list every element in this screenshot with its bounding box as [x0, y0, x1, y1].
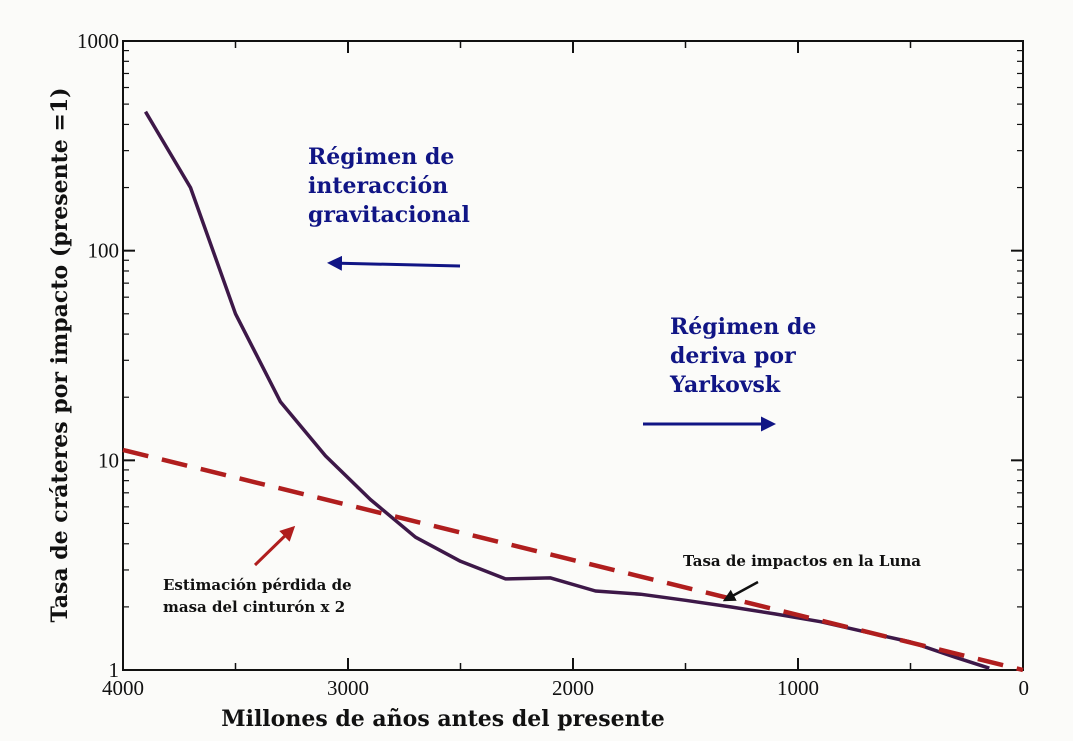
- x-tick-label: 3000: [327, 676, 369, 700]
- annotation-lunar-rate: Tasa de impactos en la Luna: [683, 552, 921, 602]
- regime-yarkovsky-line-1: Régimen de: [670, 314, 816, 340]
- arrow-left-icon: [327, 255, 461, 271]
- annotation-regime-yarkovsky: Régimen de deriva por Yarkovsk: [643, 314, 816, 432]
- y-tick-label: 100: [88, 239, 120, 263]
- series-layer: [122, 110, 1024, 673]
- regime-gravitational-line-3: gravitacional: [308, 202, 470, 228]
- regime-gravitational-line-2: interacción: [308, 173, 448, 199]
- y-axis-title: Tasa de cráteres por impacto (presente =…: [47, 87, 73, 622]
- arrow-down-left-icon: [722, 580, 759, 602]
- x-tick-label: 4000: [102, 676, 144, 700]
- arrow-up-right-icon: [253, 525, 296, 567]
- x-tick-label: 0: [1019, 676, 1030, 700]
- series-line-dashed: [122, 447, 1024, 673]
- x-tick-label: 1000: [777, 676, 819, 700]
- annotation-belt-estimate: Estimación pérdida de masa del cinturón …: [163, 525, 352, 616]
- belt-estimate-line-2: masa del cinturón x 2: [163, 598, 345, 616]
- regime-yarkovsky-line-3: Yarkovsk: [669, 372, 781, 398]
- regime-gravitational-line-1: Régimen de: [308, 144, 454, 170]
- belt-estimate-line-1: Estimación pérdida de: [163, 576, 352, 594]
- x-axis-title: Millones de años antes del presente: [221, 706, 665, 732]
- lunar-rate-label: Tasa de impactos en la Luna: [683, 552, 921, 570]
- x-tick-label: 2000: [552, 676, 594, 700]
- axis-ticks: 4000 3000 2000 1000 0 1 10 100 1000: [77, 29, 1029, 700]
- annotation-regime-gravitational: Régimen de interacción gravitacional: [308, 144, 470, 271]
- regime-yarkovsky-line-2: deriva por: [670, 343, 796, 369]
- series-line-solid: [143, 110, 990, 670]
- y-tick-label: 1000: [77, 29, 119, 53]
- y-tick-label: 10: [98, 448, 119, 472]
- y-tick-label: 1: [109, 658, 120, 682]
